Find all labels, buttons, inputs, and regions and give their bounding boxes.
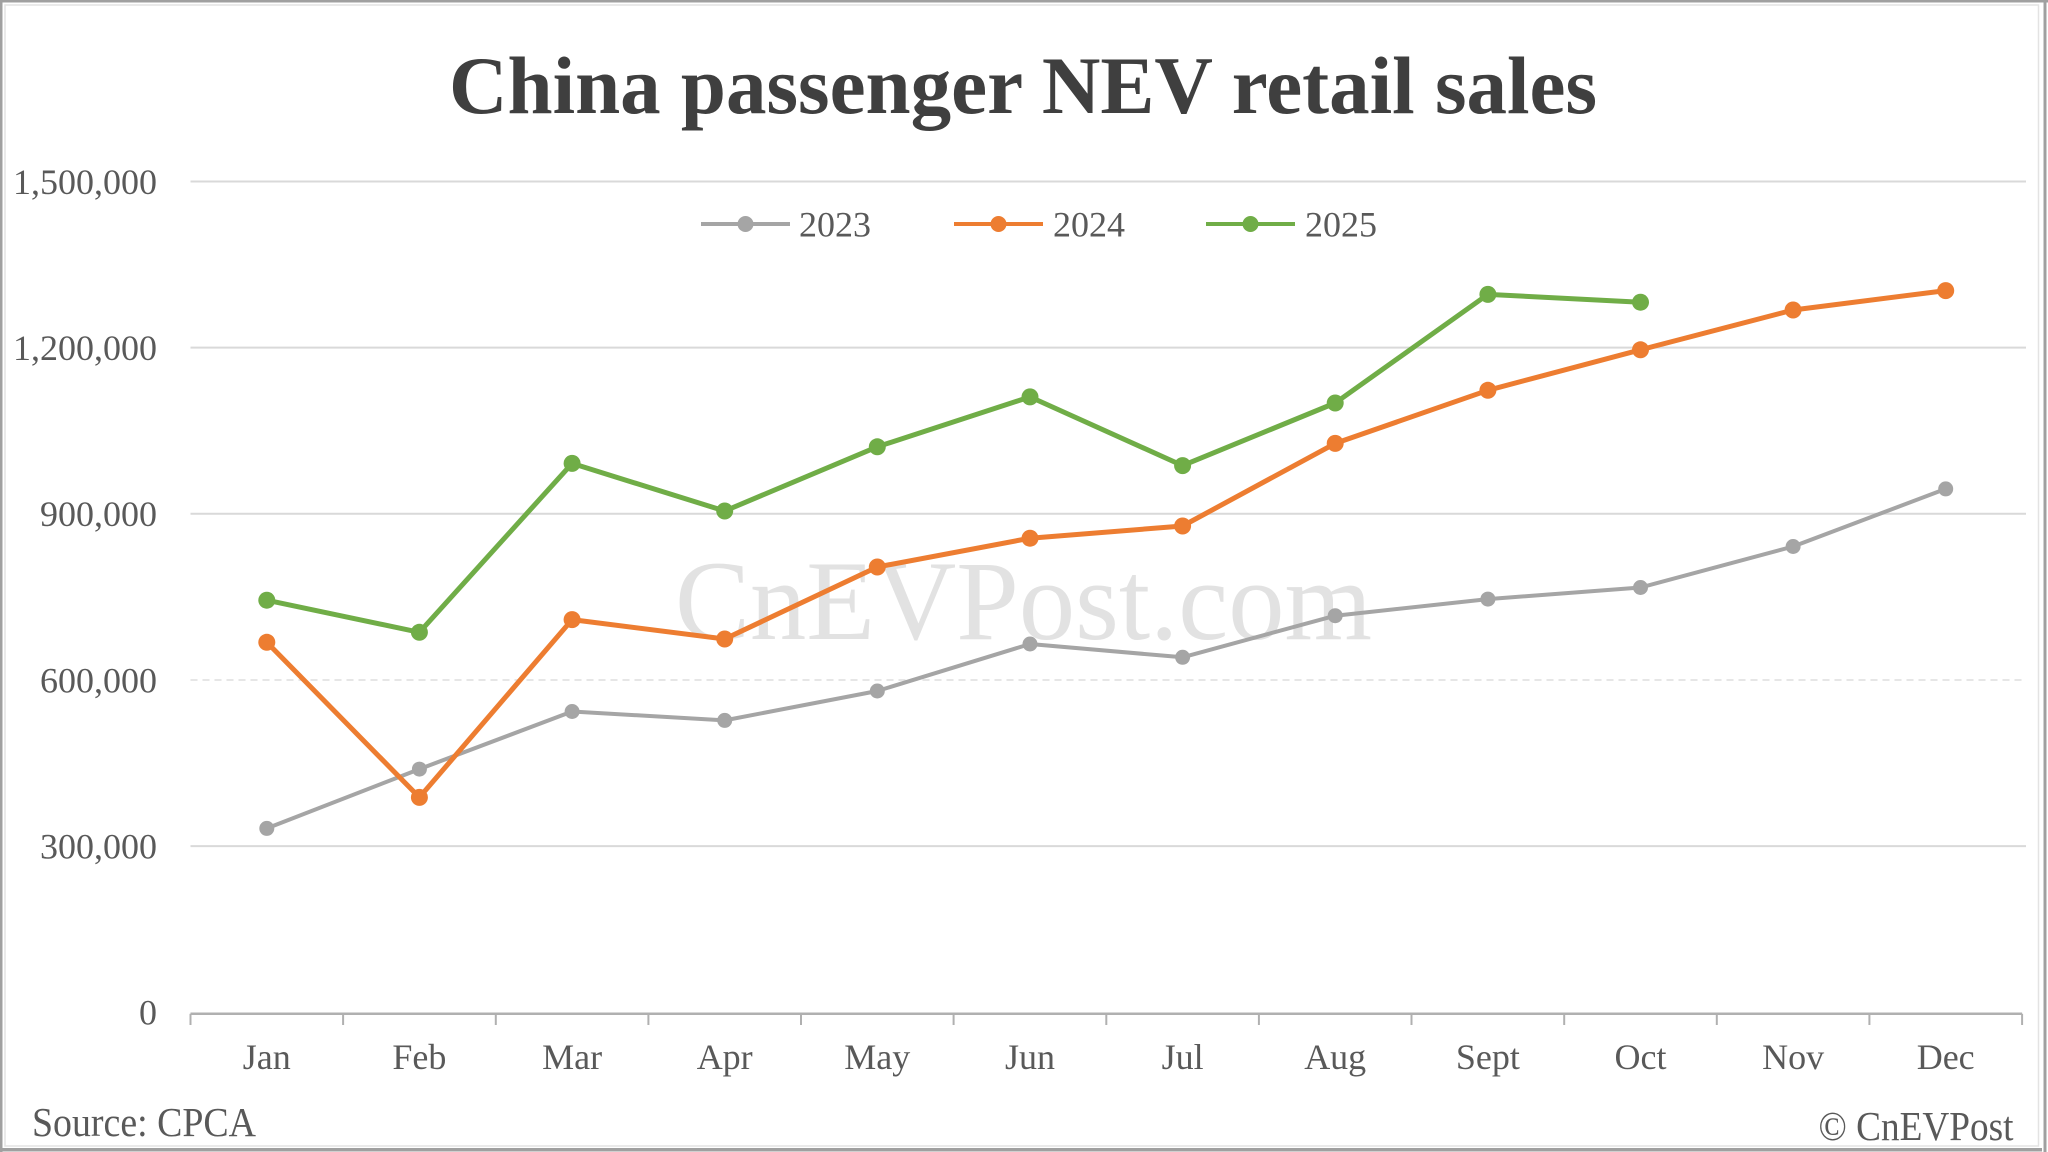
svg-text:900,000: 900,000: [40, 494, 157, 534]
svg-text:1,500,000: 1,500,000: [13, 162, 157, 202]
svg-text:Apr: Apr: [697, 1037, 753, 1077]
svg-text:© CnEVPost: © CnEVPost: [1819, 1103, 2015, 1149]
svg-text:May: May: [844, 1037, 910, 1077]
svg-text:Sept: Sept: [1456, 1037, 1520, 1077]
svg-text:2025: 2025: [1305, 205, 1377, 245]
svg-text:1,200,000: 1,200,000: [13, 328, 157, 368]
svg-text:2023: 2023: [799, 205, 871, 245]
svg-text:600,000: 600,000: [40, 660, 157, 700]
svg-text:Jul: Jul: [1162, 1037, 1204, 1077]
svg-text:Source: CPCA: Source: CPCA: [32, 1099, 256, 1145]
svg-text:Feb: Feb: [392, 1037, 446, 1077]
svg-text:Mar: Mar: [542, 1037, 602, 1077]
svg-text:Jun: Jun: [1005, 1037, 1055, 1077]
svg-text:Oct: Oct: [1615, 1037, 1667, 1077]
svg-text:Dec: Dec: [1917, 1037, 1975, 1077]
svg-text:Nov: Nov: [1762, 1037, 1824, 1077]
svg-text:0: 0: [139, 993, 157, 1033]
svg-text:Aug: Aug: [1304, 1037, 1366, 1077]
svg-text:300,000: 300,000: [40, 827, 157, 867]
svg-text:Jan: Jan: [243, 1037, 291, 1077]
svg-text:China passenger NEV retail sal: China passenger NEV retail sales: [449, 40, 1597, 131]
svg-text:2024: 2024: [1053, 205, 1125, 245]
